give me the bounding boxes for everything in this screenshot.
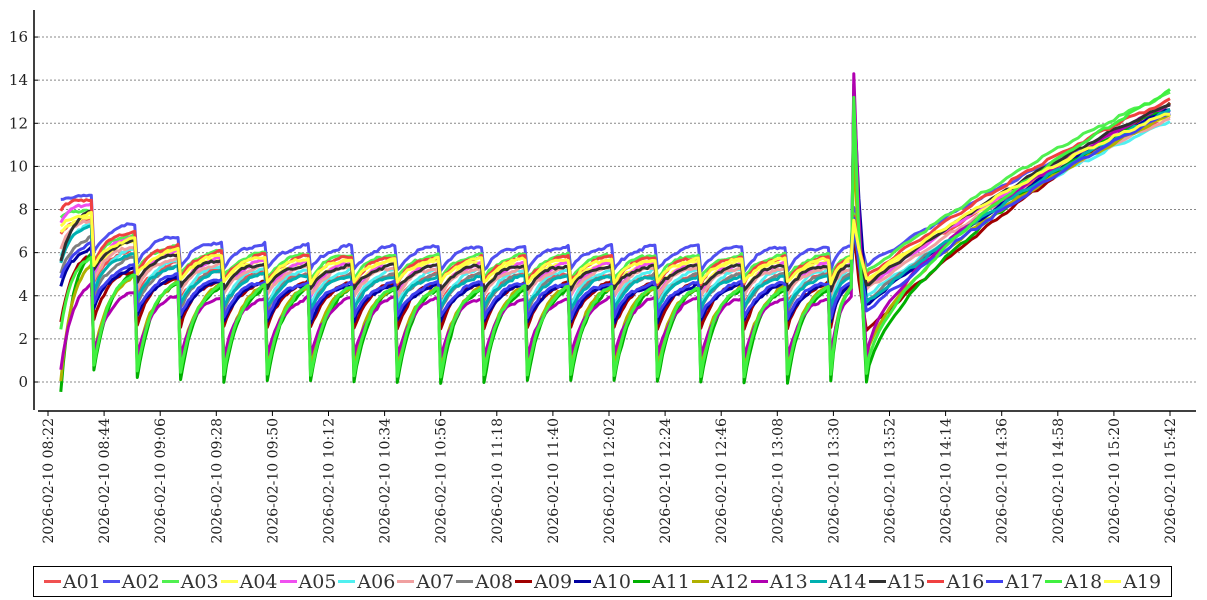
legend-item-a16[interactable]: A16 bbox=[927, 571, 984, 593]
legend-item-a17[interactable]: A17 bbox=[986, 571, 1043, 593]
legend-item-a01[interactable]: A01 bbox=[43, 570, 101, 593]
x-tick-label: 2026-02-10 13:08 bbox=[770, 418, 786, 544]
y-tick-label: 4 bbox=[18, 287, 28, 305]
legend-label: A16 bbox=[946, 570, 985, 593]
x-tick-label: 2026-02-10 12:46 bbox=[714, 418, 730, 544]
legend-swatch bbox=[868, 580, 886, 583]
legend-label: A09 bbox=[534, 570, 573, 593]
legend-item-a04[interactable]: A04 bbox=[220, 570, 278, 593]
x-tick-label: 2026-02-10 14:14 bbox=[939, 418, 955, 544]
legend-label: A03 bbox=[180, 570, 219, 593]
x-tick-label: 2026-02-10 11:40 bbox=[546, 418, 562, 544]
x-tick-label: 2026-02-10 13:30 bbox=[826, 418, 842, 544]
legend-item-a05[interactable]: A05 bbox=[279, 570, 337, 593]
x-tick-label: 2026-02-10 09:06 bbox=[153, 418, 169, 544]
legend-item-a10[interactable]: A10 bbox=[574, 571, 631, 593]
legend-swatch bbox=[632, 580, 650, 583]
legend-item-a02[interactable]: A02 bbox=[102, 570, 160, 593]
legend-swatch bbox=[927, 580, 945, 583]
series-line-a18 bbox=[59, 88, 1171, 379]
legend-swatch bbox=[986, 580, 1004, 583]
legend-label: A04 bbox=[239, 570, 278, 593]
series-line-a19 bbox=[59, 112, 1171, 286]
legend-label: A19 bbox=[1123, 570, 1162, 593]
legend-item-a12[interactable]: A12 bbox=[691, 570, 749, 593]
x-tick-label: 2026-02-10 10:56 bbox=[434, 418, 450, 544]
y-tick-label: 8 bbox=[18, 201, 28, 219]
legend-swatch bbox=[1104, 580, 1122, 583]
x-tick-label: 2026-02-10 14:36 bbox=[995, 418, 1011, 544]
legend-label: A14 bbox=[828, 570, 867, 593]
x-tick-label: 2026-02-10 13:52 bbox=[883, 418, 899, 544]
y-tick-label: 16 bbox=[9, 28, 28, 46]
legend-label: A12 bbox=[710, 570, 749, 593]
y-axis-ticks: 0 2 4 6 8 10 12 14 16 bbox=[9, 28, 38, 391]
x-tick-label: 2026-02-10 09:28 bbox=[209, 418, 225, 544]
legend-item-a09[interactable]: A09 bbox=[515, 571, 572, 593]
legend-item-a15[interactable]: A15 bbox=[868, 570, 926, 593]
x-tick-label: 2026-02-10 10:34 bbox=[378, 418, 394, 544]
x-tick-label: 2026-02-10 12:24 bbox=[658, 418, 674, 544]
legend-swatch bbox=[397, 580, 415, 583]
y-tick-label: 6 bbox=[18, 244, 28, 262]
y-tick-label: 0 bbox=[18, 373, 28, 391]
legend-swatch bbox=[279, 580, 297, 583]
y-tick-label: 14 bbox=[9, 71, 28, 89]
legend-item-a08[interactable]: A08 bbox=[456, 571, 513, 593]
legend-label: A15 bbox=[887, 570, 926, 593]
legend-swatch bbox=[1045, 580, 1063, 583]
legend-swatch bbox=[43, 580, 61, 583]
legend-label: A10 bbox=[593, 570, 631, 593]
legend-item-a14[interactable]: A14 bbox=[809, 570, 867, 593]
legend-swatch bbox=[574, 580, 592, 583]
legend-swatch bbox=[338, 580, 356, 583]
legend-label: A05 bbox=[298, 570, 337, 593]
legend-swatch bbox=[161, 580, 179, 583]
legend-label: A01 bbox=[62, 570, 101, 593]
legend-item-a19[interactable]: A19 bbox=[1104, 571, 1161, 593]
legend-label: A07 bbox=[416, 570, 455, 593]
legend-item-a13[interactable]: A13 bbox=[750, 570, 808, 593]
legend-label: A13 bbox=[769, 570, 808, 593]
x-tick-label: 2026-02-10 08:22 bbox=[41, 418, 57, 544]
x-tick-label: 2026-02-10 10:12 bbox=[322, 418, 338, 544]
legend-swatch bbox=[809, 580, 827, 583]
legend-swatch bbox=[456, 580, 474, 583]
y-tick-label: 10 bbox=[9, 157, 28, 175]
x-tick-label: 2026-02-10 11:18 bbox=[490, 418, 506, 544]
x-tick-label: 2026-02-10 14:58 bbox=[1051, 418, 1067, 544]
y-tick-label: 2 bbox=[18, 330, 28, 348]
legend: A01 A02 A03 A04 A05 A06 A07 A08 A09 A10 A11 A12 A13 A… bbox=[33, 566, 1172, 597]
legend-label: A08 bbox=[475, 570, 514, 593]
x-axis-ticks: 2026-02-10 08:22 2026-02-10 08:44 2026-02-… bbox=[41, 411, 1179, 544]
legend-label: A11 bbox=[651, 570, 690, 593]
legend-item-a03[interactable]: A03 bbox=[161, 570, 219, 593]
legend-item-a18[interactable]: A18 bbox=[1045, 571, 1102, 593]
x-tick-label: 2026-02-10 12:02 bbox=[602, 418, 618, 544]
legend-item-a06[interactable]: A06 bbox=[338, 571, 395, 593]
legend-item-a07[interactable]: A07 bbox=[397, 571, 454, 593]
legend-label: A02 bbox=[121, 570, 160, 593]
x-tick-label: 2026-02-10 08:44 bbox=[97, 418, 113, 544]
legend-label: A06 bbox=[357, 570, 396, 593]
legend-swatch bbox=[691, 580, 709, 583]
legend-swatch bbox=[515, 580, 533, 583]
x-tick-label: 2026-02-10 09:50 bbox=[265, 418, 281, 544]
x-tick-label: 2026-02-10 15:20 bbox=[1107, 418, 1123, 544]
legend-label: A18 bbox=[1064, 570, 1103, 593]
legend-item-a11[interactable]: A11 bbox=[632, 570, 690, 593]
x-tick-label: 2026-02-10 15:42 bbox=[1163, 418, 1179, 544]
legend-swatch bbox=[750, 580, 768, 583]
y-tick-label: 12 bbox=[9, 114, 28, 132]
legend-swatch bbox=[220, 580, 238, 583]
legend-swatch bbox=[102, 580, 120, 583]
series-lines bbox=[59, 72, 1172, 393]
gridlines bbox=[38, 36, 1196, 383]
legend-label: A17 bbox=[1005, 570, 1044, 593]
